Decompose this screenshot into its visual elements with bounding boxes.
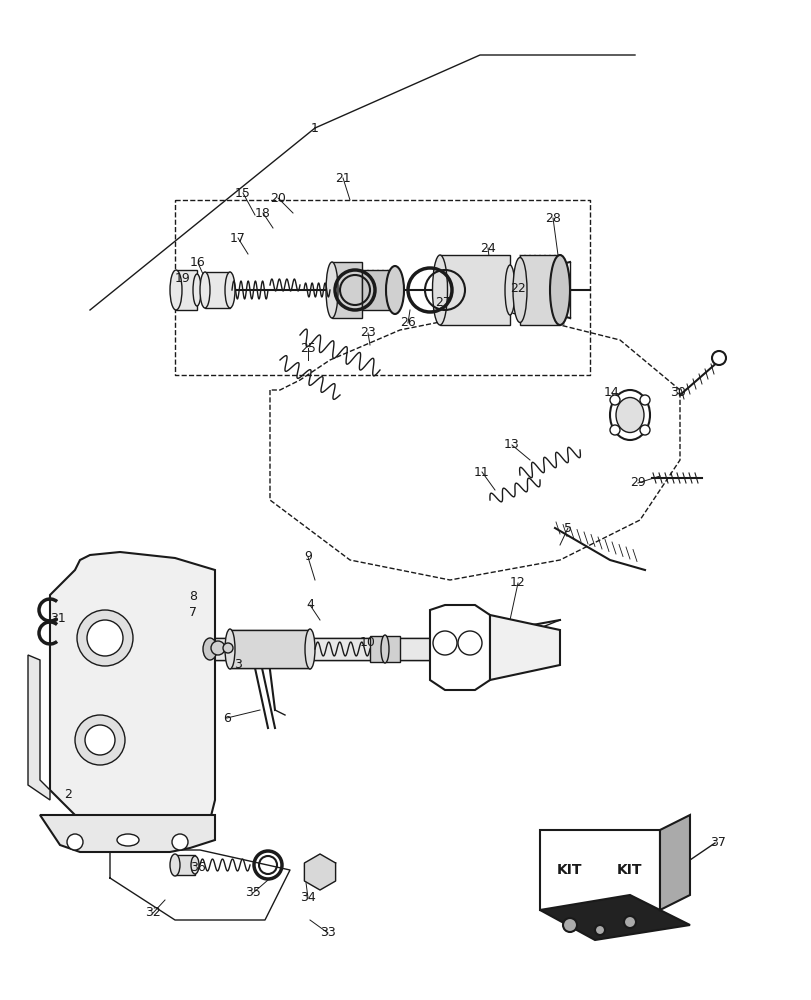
Circle shape — [639, 425, 649, 435]
Text: 26: 26 — [400, 316, 415, 330]
Polygon shape — [175, 855, 195, 875]
Ellipse shape — [193, 274, 201, 306]
Text: 33: 33 — [320, 926, 336, 939]
Circle shape — [562, 918, 577, 932]
Text: 7: 7 — [189, 605, 197, 618]
Circle shape — [77, 610, 133, 666]
Polygon shape — [28, 655, 50, 800]
Text: 36: 36 — [190, 861, 206, 874]
Polygon shape — [370, 636, 400, 662]
Text: 6: 6 — [223, 711, 230, 724]
Text: 3: 3 — [234, 658, 242, 672]
Ellipse shape — [225, 272, 234, 308]
Text: KIT: KIT — [556, 863, 582, 877]
Text: 37: 37 — [709, 836, 725, 849]
Ellipse shape — [169, 854, 180, 876]
Text: 9: 9 — [303, 550, 311, 564]
Text: 12: 12 — [509, 576, 526, 589]
Text: 28: 28 — [544, 212, 560, 225]
Text: 4: 4 — [306, 598, 314, 611]
Circle shape — [172, 834, 188, 850]
Polygon shape — [489, 615, 560, 680]
Text: 32: 32 — [145, 906, 161, 919]
Circle shape — [609, 425, 620, 435]
Text: 24: 24 — [479, 241, 496, 254]
Polygon shape — [440, 255, 509, 325]
Polygon shape — [519, 255, 560, 325]
Text: 19: 19 — [175, 271, 191, 284]
Circle shape — [609, 395, 620, 405]
Text: 22: 22 — [509, 282, 526, 294]
Ellipse shape — [513, 257, 526, 322]
Circle shape — [85, 725, 115, 755]
Text: 18: 18 — [255, 207, 271, 220]
Text: 10: 10 — [359, 636, 375, 650]
Circle shape — [211, 641, 225, 655]
Ellipse shape — [325, 262, 337, 318]
Ellipse shape — [305, 629, 315, 669]
Text: 5: 5 — [564, 522, 571, 534]
Text: 14: 14 — [603, 386, 619, 399]
Text: 31: 31 — [50, 611, 66, 624]
Text: 11: 11 — [474, 466, 489, 479]
Text: 30: 30 — [669, 386, 685, 399]
Polygon shape — [204, 272, 230, 308]
Ellipse shape — [616, 397, 643, 432]
Polygon shape — [40, 815, 215, 852]
Circle shape — [711, 351, 725, 365]
Polygon shape — [332, 262, 362, 318]
Circle shape — [639, 395, 649, 405]
Circle shape — [432, 631, 457, 655]
Circle shape — [67, 834, 83, 850]
Polygon shape — [430, 605, 489, 690]
Polygon shape — [539, 895, 689, 940]
Text: 8: 8 — [189, 590, 197, 603]
Polygon shape — [50, 552, 215, 835]
Circle shape — [594, 925, 604, 935]
Ellipse shape — [380, 635, 388, 663]
Text: KIT: KIT — [616, 863, 642, 877]
Text: 23: 23 — [360, 326, 375, 340]
Text: 17: 17 — [230, 232, 246, 244]
Ellipse shape — [432, 255, 447, 325]
Circle shape — [223, 643, 233, 653]
Polygon shape — [230, 630, 310, 668]
Text: 13: 13 — [504, 438, 519, 452]
Ellipse shape — [609, 390, 649, 440]
Text: 15: 15 — [234, 187, 251, 200]
Text: 34: 34 — [300, 892, 315, 904]
Polygon shape — [304, 854, 335, 890]
Ellipse shape — [117, 834, 139, 846]
Text: 20: 20 — [270, 192, 285, 205]
Text: 2: 2 — [64, 788, 72, 801]
Ellipse shape — [203, 638, 217, 660]
Polygon shape — [539, 830, 659, 910]
Text: 35: 35 — [245, 886, 260, 900]
Text: 25: 25 — [300, 342, 315, 355]
Text: 27: 27 — [435, 296, 450, 310]
Text: 16: 16 — [190, 256, 206, 269]
Text: 21: 21 — [335, 172, 350, 185]
Ellipse shape — [549, 255, 569, 325]
Polygon shape — [176, 270, 197, 310]
Text: 29: 29 — [629, 477, 645, 489]
Polygon shape — [362, 270, 394, 310]
Ellipse shape — [385, 266, 404, 314]
Ellipse shape — [191, 856, 199, 874]
Polygon shape — [659, 815, 689, 910]
Circle shape — [623, 916, 635, 928]
Text: 1: 1 — [311, 122, 319, 135]
Polygon shape — [210, 638, 539, 660]
Circle shape — [87, 620, 122, 656]
Ellipse shape — [200, 272, 210, 308]
Circle shape — [75, 715, 125, 765]
Ellipse shape — [225, 629, 234, 669]
Ellipse shape — [504, 265, 514, 315]
Ellipse shape — [169, 270, 182, 310]
Circle shape — [457, 631, 482, 655]
